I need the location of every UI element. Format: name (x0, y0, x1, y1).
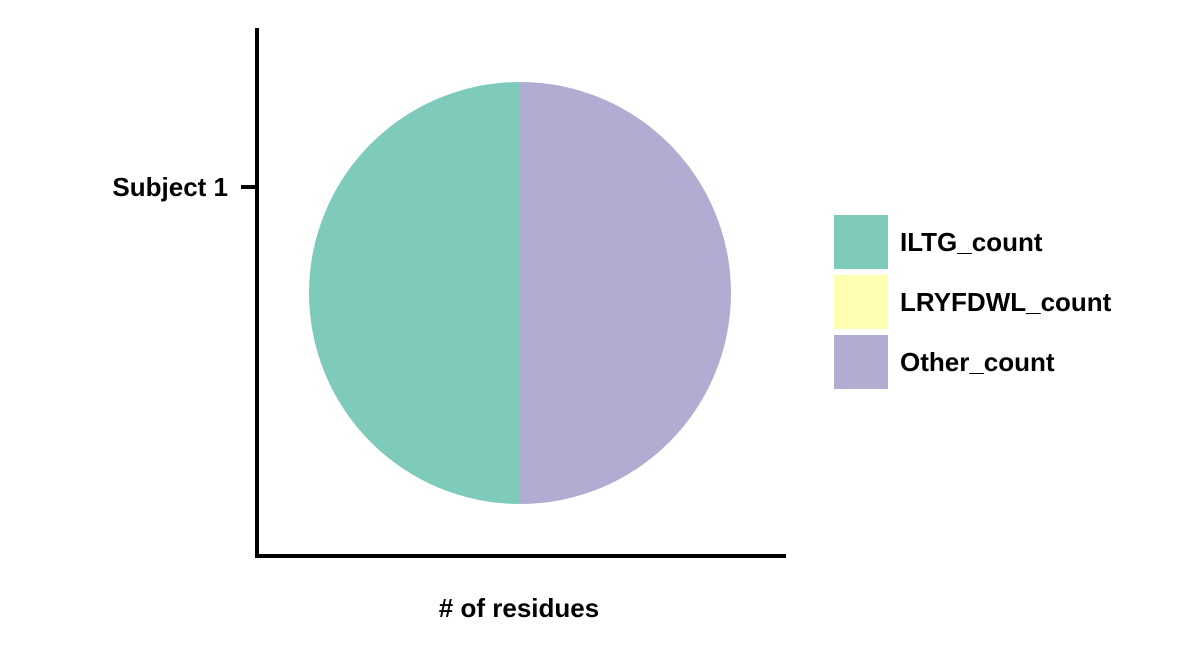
legend-label: LRYFDWL_count (900, 287, 1112, 317)
pie-slice-iltg-count (309, 82, 520, 504)
legend-swatch (834, 275, 888, 329)
pie-slice-other-count (520, 82, 731, 504)
legend-swatch (834, 335, 888, 389)
pie-slices (309, 82, 731, 504)
legend-label: Other_count (900, 347, 1055, 377)
y-tick-label: Subject 1 (112, 172, 228, 202)
legend-label: ILTG_count (900, 227, 1043, 257)
legend: ILTG_count LRYFDWL_count Other_count (834, 215, 1112, 389)
legend-swatch (834, 215, 888, 269)
x-axis-label: # of residues (439, 593, 599, 623)
